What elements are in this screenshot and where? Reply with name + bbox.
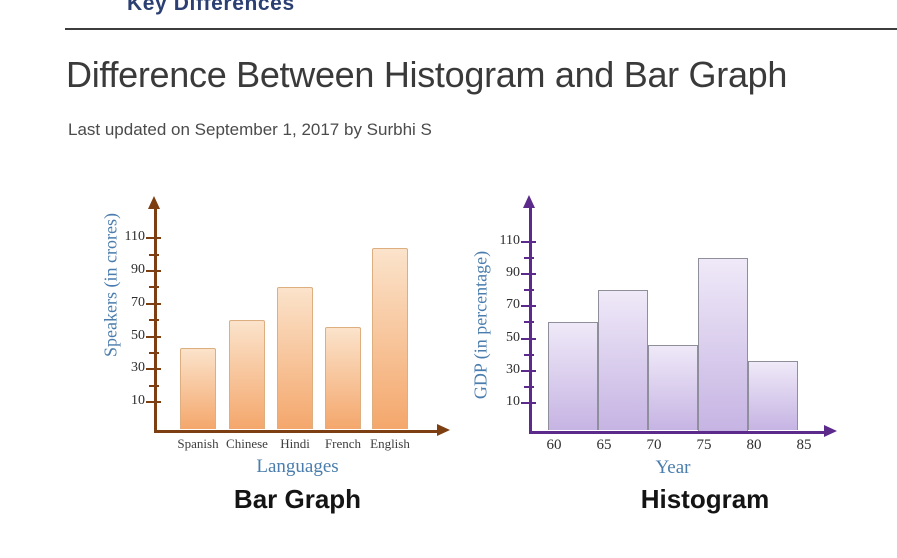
y-tick-label: 50: [131, 327, 145, 343]
y-tick-label: 70: [131, 294, 145, 310]
y-tick-minor: [149, 253, 159, 256]
y-tick-label: 90: [506, 265, 520, 281]
y-tick-major: [146, 368, 161, 371]
histogram-bin-3: [698, 258, 748, 431]
y-tick-major: [521, 305, 536, 308]
page-title: Difference Between Histogram and Bar Gra…: [66, 54, 788, 95]
y-tick-major: [521, 337, 536, 340]
y-tick-major: [146, 335, 161, 338]
y-tick-label: 110: [499, 232, 520, 248]
y-tick-label: 10: [131, 393, 145, 409]
bin-edge-label: 85: [796, 437, 812, 453]
y-tick-major: [146, 302, 161, 305]
bar-0: [180, 347, 216, 430]
y-tick-minor: [149, 286, 159, 289]
y-axis-title: Speakers (in crores): [100, 213, 121, 357]
y-tick-minor: [524, 321, 534, 324]
bin-edge-label: 60: [546, 437, 562, 453]
bin-edge-label: 75: [696, 437, 712, 453]
category-label: Chinese: [226, 436, 268, 451]
bin-edge-label: 70: [646, 437, 662, 453]
y-axis-arrow: [523, 195, 535, 208]
y-tick-label: 110: [124, 229, 145, 245]
y-tick-label: 30: [506, 361, 520, 377]
bin-edge-label: 65: [596, 437, 612, 453]
chart-caption: Histogram: [640, 484, 770, 514]
y-tick-major: [521, 369, 536, 372]
comparison-figure: 10 30 50 70 90 110 Spanish Chinese Hindi French En…: [0, 170, 897, 558]
site-logo[interactable]: Key Differences: [127, 0, 295, 15]
y-tick-major: [146, 269, 161, 272]
chart-caption: Bar Graph: [233, 484, 362, 514]
y-tick-minor: [524, 353, 534, 356]
bin-edge-label: 80: [746, 437, 762, 453]
y-tick-minor: [149, 351, 159, 354]
y-axis: [153, 205, 157, 433]
category-label: Hindi: [280, 436, 310, 451]
y-tick-label: 50: [506, 329, 520, 345]
x-axis-title: Languages: [256, 456, 339, 477]
y-tick-major: [146, 401, 161, 404]
y-tick-label: 70: [506, 297, 520, 313]
bar-2: [277, 287, 313, 430]
y-tick-minor: [524, 289, 534, 292]
category-label: Spanish: [177, 436, 219, 451]
y-tick-minor: [524, 385, 534, 388]
y-tick-minor: [524, 257, 534, 259]
y-tick-label: 90: [131, 261, 145, 277]
y-tick-major: [521, 273, 536, 276]
histogram-chart: 10 30 50 70 90 110 60 65 70 75 80 85 GDP (in percent…: [460, 190, 875, 535]
bar-4: [372, 247, 408, 430]
bar-graph-chart: 10 30 50 70 90 110 Spanish Chinese Hindi French En…: [60, 190, 460, 535]
y-tick-major: [521, 240, 536, 243]
y-tick-label: 30: [131, 360, 145, 376]
histogram-bin-2: [648, 344, 698, 431]
byline: Last updated on September 1, 2017 by Sur…: [68, 120, 432, 139]
x-axis: [528, 430, 825, 434]
y-tick-major: [146, 237, 161, 240]
y-tick-major: [521, 401, 536, 404]
y-tick-label: 10: [506, 393, 520, 409]
histogram-bin-0: [548, 322, 598, 431]
x-axis-arrow: [824, 425, 837, 437]
x-axis-arrow: [437, 424, 450, 436]
y-axis-arrow: [148, 196, 160, 209]
x-axis: [153, 429, 438, 433]
y-tick-minor: [149, 319, 159, 322]
bar-3: [325, 326, 361, 430]
y-axis-title: GDP (in percentage): [470, 250, 491, 400]
category-label: English: [370, 436, 410, 451]
histogram-bin-1: [598, 290, 648, 431]
histogram-bin-4: [748, 361, 798, 431]
y-axis: [528, 204, 532, 434]
header-divider: [65, 28, 897, 30]
bar-1: [229, 320, 265, 430]
category-label: French: [324, 436, 362, 451]
y-tick-minor: [149, 384, 159, 387]
x-axis-title: Year: [655, 457, 691, 478]
